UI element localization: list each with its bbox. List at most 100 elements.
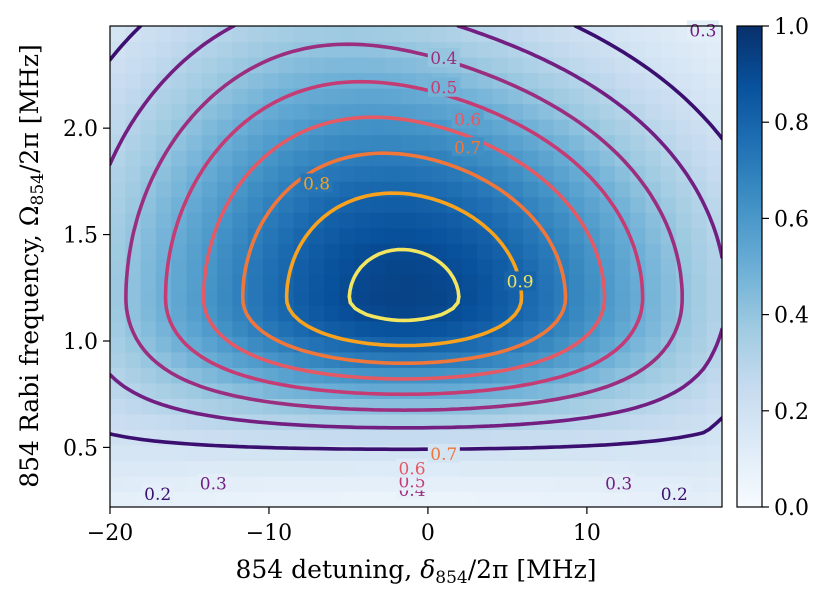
heatmap-cell	[140, 103, 157, 120]
heatmap-cell	[186, 367, 203, 384]
heatmap-cell	[676, 413, 692, 431]
heatmap-cell	[477, 274, 494, 291]
heatmap-cell	[584, 258, 601, 275]
heatmap-cell	[614, 413, 631, 431]
heatmap-cell	[186, 491, 203, 507]
heatmap-cell	[706, 429, 722, 446]
heatmap-cell	[171, 41, 188, 58]
heatmap-cell	[263, 119, 279, 136]
heatmap-cell	[538, 41, 555, 58]
heatmap-cell	[614, 429, 631, 446]
heatmap-cell	[217, 289, 233, 306]
heatmap-cell	[431, 320, 448, 337]
colorbar-tick-label: 0.6	[774, 207, 809, 232]
heatmap-cell	[370, 429, 386, 446]
heatmap-cell	[645, 258, 662, 275]
contour-label: 0.3	[605, 475, 632, 495]
heatmap-cell	[400, 227, 417, 244]
heatmap-cell	[140, 57, 157, 74]
heatmap-cell	[400, 26, 417, 43]
heatmap-cell	[385, 320, 402, 337]
heatmap-cell	[431, 165, 448, 182]
contour-label-bg	[658, 484, 691, 504]
heatmap-cell	[446, 181, 463, 198]
heatmap-cell	[691, 274, 708, 291]
heatmap-cell	[308, 289, 325, 306]
heatmap-cell	[400, 258, 417, 275]
heatmap-cell	[201, 336, 218, 353]
heatmap-cell	[676, 398, 692, 415]
heatmap-cell	[201, 289, 218, 306]
heatmap-cell	[691, 150, 708, 167]
heatmap-cell	[125, 367, 142, 384]
heatmap-cell	[370, 119, 386, 136]
heatmap-cell	[584, 336, 601, 353]
heatmap-cell	[278, 460, 295, 477]
heatmap-cell	[431, 475, 448, 493]
heatmap-cell	[507, 491, 524, 507]
heatmap-cell	[110, 398, 126, 415]
heatmap-cell	[676, 382, 692, 399]
heatmap-cell	[354, 289, 371, 306]
heatmap-cell	[599, 258, 616, 275]
heatmap-cell	[569, 305, 585, 322]
heatmap-cell	[125, 289, 142, 306]
heatmap-cell	[247, 320, 264, 337]
heatmap-cell	[232, 57, 249, 74]
heatmap-cell	[584, 212, 601, 229]
heatmap-cell	[431, 26, 448, 43]
heatmap-cell	[569, 134, 585, 151]
heatmap-cell	[125, 274, 142, 291]
heatmap-cell	[507, 181, 524, 198]
heatmap-cell	[263, 289, 279, 306]
heatmap-cell	[201, 196, 218, 213]
heatmap-cell	[523, 150, 539, 167]
contour-label: 0.2	[144, 485, 171, 505]
heatmap-cell	[400, 305, 417, 322]
heatmap-cell	[706, 444, 722, 462]
heatmap-cell	[569, 41, 585, 58]
contour-label: 0.8	[303, 175, 330, 195]
heatmap-cell	[706, 150, 722, 167]
heatmap-cell	[569, 181, 585, 198]
heatmap-cell	[538, 258, 555, 275]
x-tick-label: 0	[421, 521, 435, 546]
heatmap-cell	[232, 398, 249, 415]
heatmap-cell	[523, 460, 539, 477]
heatmap-cell	[645, 26, 662, 43]
contour-lines	[110, 26, 722, 452]
heatmap-cell	[217, 150, 233, 167]
heatmap-cell	[523, 289, 539, 306]
heatmap-cell	[201, 134, 218, 151]
heatmap-cell	[584, 196, 601, 213]
heatmap-cell	[645, 413, 662, 431]
heatmap-cell	[691, 305, 708, 322]
heatmap-cell	[691, 491, 708, 507]
heatmap-cell	[676, 444, 692, 462]
heatmap-cell	[614, 119, 631, 136]
y-axis-label: 854 Rabi frequency, Ω854/2π [MHz]	[15, 44, 48, 488]
heatmap-cell	[171, 289, 188, 306]
heatmap-cell	[110, 274, 126, 291]
heatmap-cell	[691, 398, 708, 415]
heatmap-cell	[339, 320, 356, 337]
heatmap-cell	[232, 150, 249, 167]
heatmap-cell	[645, 103, 662, 120]
contour-label-bg	[686, 20, 719, 40]
contour-label: 0.9	[507, 272, 534, 292]
heatmap-cell	[263, 196, 279, 213]
heatmap-cell	[584, 305, 601, 322]
heatmap-cell	[706, 460, 722, 477]
heatmap-cell	[630, 460, 647, 477]
heatmap-cell	[477, 243, 494, 260]
heatmap-cell	[676, 243, 692, 260]
heatmap-cell	[186, 444, 203, 462]
heatmap-cell	[645, 41, 662, 58]
heatmap-cell	[676, 57, 692, 74]
heatmap-cell	[110, 258, 126, 275]
heatmap-cell	[293, 57, 310, 74]
heatmap-cell	[630, 491, 647, 507]
heatmap-cell	[660, 165, 677, 182]
heatmap-cell	[186, 227, 203, 244]
heatmap-cell	[354, 134, 371, 151]
